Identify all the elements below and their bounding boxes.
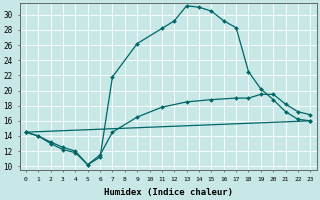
X-axis label: Humidex (Indice chaleur): Humidex (Indice chaleur) (104, 188, 233, 197)
